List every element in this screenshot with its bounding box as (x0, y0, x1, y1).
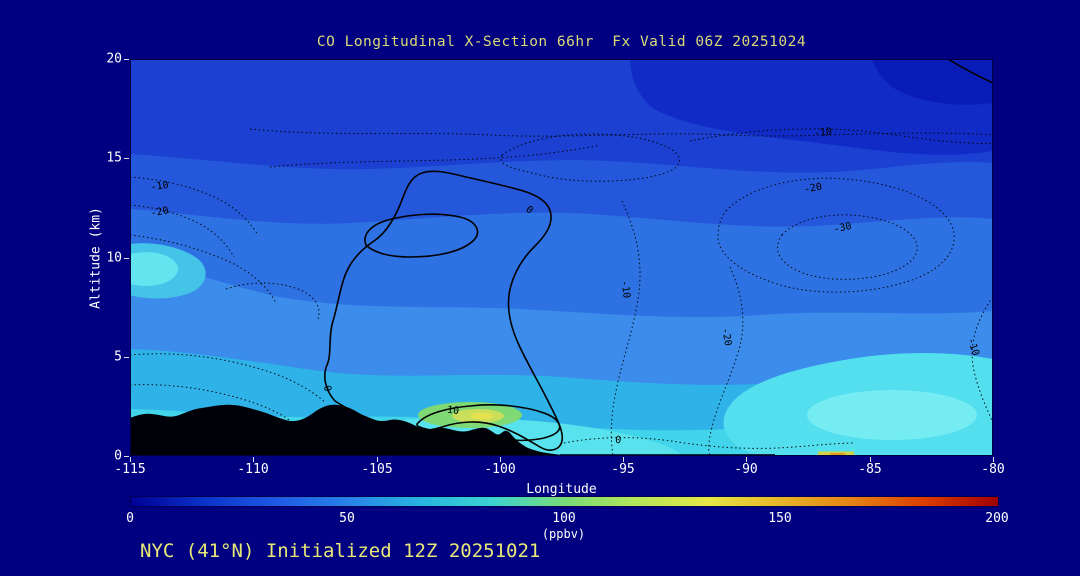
x-tick-label: -80 (981, 462, 1005, 477)
terrain-silhouette (130, 404, 650, 456)
contour-label: -10 (618, 280, 631, 299)
run-info: NYC (41°N) Initialized 12Z 20251021 (140, 540, 541, 562)
x-tick-label: -100 (484, 462, 516, 477)
contour-label: -20 (719, 327, 733, 347)
chart-title: CO Longitudinal X-Section 66hr Fx Valid … (316, 34, 807, 50)
x-tick-label: -105 (361, 462, 393, 477)
contour-label: -10 (150, 180, 169, 193)
x-tick (130, 457, 131, 462)
colorbar-tick-label: 100 (552, 511, 576, 526)
y-tick (124, 59, 129, 60)
x-axis-title: Longitude (526, 482, 597, 497)
x-tick (623, 457, 624, 462)
x-tick (500, 457, 501, 462)
y-tick-label: 0 (114, 448, 122, 464)
fill-lightest-cyan-right (807, 390, 977, 440)
contour-label: -20 (803, 182, 823, 196)
plot-frame (130, 59, 993, 456)
x-tick-label: -85 (858, 462, 882, 477)
contour-label: 10 (446, 405, 459, 417)
y-tick (124, 158, 129, 159)
contour-labels: -10 -20 0 -10 -20 -30 -10 -20 -10 0 10 0 (150, 127, 981, 447)
x-tick-label: -95 (611, 462, 635, 477)
contour-label: -10 (813, 127, 832, 140)
y-tick (124, 456, 129, 457)
colorbar-tick-label: 0 (126, 511, 134, 526)
dotted-contours (129, 128, 994, 457)
x-tick (993, 457, 994, 462)
solid-contours (324, 58, 994, 451)
x-tick (870, 457, 871, 462)
co-max-yellow (471, 412, 493, 420)
x-tick-label: -110 (237, 462, 269, 477)
contour-label: 0 (615, 435, 622, 446)
contour-label: -20 (150, 205, 170, 219)
x-tick (746, 457, 747, 462)
contour-plot: -10 -20 0 -10 -20 -30 -10 -20 -10 0 10 0 (114, 58, 994, 457)
contour-label: -10 (965, 337, 981, 358)
colorbar-units: (ppbv) (541, 527, 586, 541)
y-tick (124, 357, 129, 358)
colorbar (130, 496, 999, 507)
y-tick-label: 20 (106, 51, 122, 67)
y-tick-label: 5 (114, 349, 122, 365)
colorbar-tick-label: 50 (339, 511, 355, 526)
x-tick-label: -115 (114, 462, 146, 477)
contour-label: 0 (321, 385, 333, 393)
x-tick-label: -90 (734, 462, 758, 477)
y-tick (124, 258, 129, 259)
contour-label: 0 (523, 204, 535, 216)
x-tick (253, 457, 254, 462)
contour-label: -30 (833, 221, 853, 236)
colorbar-tick-label: 200 (985, 511, 1009, 526)
y-tick-label: 15 (106, 150, 122, 166)
fill-darkest-corner (872, 59, 993, 105)
x-tick (377, 457, 378, 462)
surface-orange-strip (830, 453, 845, 456)
y-tick-label: 10 (106, 250, 122, 266)
colorbar-tick-label: 150 (768, 511, 792, 526)
plot-area: -10 -20 0 -10 -20 -30 -10 -20 -10 0 10 0 (114, 58, 994, 457)
